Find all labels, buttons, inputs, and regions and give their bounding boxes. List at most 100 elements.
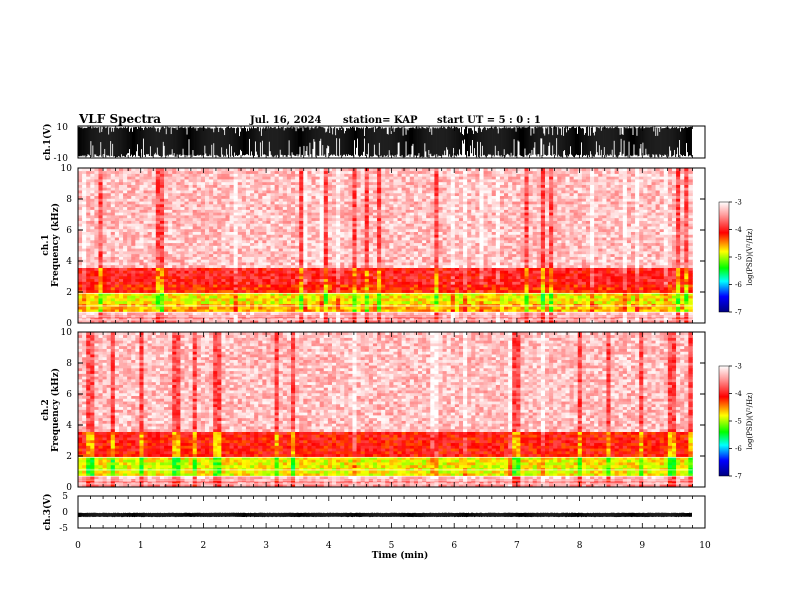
ch1-spec-cell [127,173,132,177]
ch1-spec-cell [139,201,144,205]
ch1-spec-cell [360,192,366,197]
ch1-spec-cell [372,270,378,274]
ch1-spec-cell [229,300,235,304]
ch1-spec-cell [98,251,103,255]
ch1-spec-cell [192,320,198,324]
ch1-spec-cell [356,195,362,199]
ch1-spec-cell [217,289,222,293]
ch1-spec-cell [209,184,214,188]
ch1-spec-cell [323,212,329,216]
ch1-spec-cell [204,168,210,172]
ch1-spec-cell [344,311,349,316]
ch1-spec-cell [368,303,374,307]
ch1-spec-cell [86,245,91,249]
ch1-spec-cell [118,242,124,246]
ch1-spec-cell [94,309,99,313]
ch1-spec-cell [278,184,284,188]
ch1-spec-cell [258,226,263,230]
ch1-spec-cell [131,223,136,227]
ch1-spec-cell [147,273,153,277]
ch1-spec-cell [299,267,304,271]
ch1-spec-cell [213,237,218,241]
ch1-spec-cell [303,226,308,230]
ch1-spec-cell [360,287,366,291]
ch1-spec-cell [278,251,284,255]
ch1-spec-cell [127,251,132,255]
ch1-spec-cell [184,173,189,177]
ch1-spec-cell [336,278,341,282]
ch1-spec-cell [213,311,218,316]
ch1-spec-cell [266,270,271,274]
ch1-spec-cell [229,262,235,266]
ch1-spec-cell [319,195,325,199]
ch1-spec-cell [221,278,226,282]
ch1-spec-cell [250,179,255,183]
ch1-spec-cell [344,184,349,188]
ch1-spec-cell [139,184,144,188]
ch1-spec-cell [221,270,226,274]
ch1-spec-cell [368,264,374,268]
ch1-spec-cell [94,173,99,177]
ch1-spec-cell [184,248,189,252]
ch1-spec-cell [368,309,374,313]
ch1-spec-cell [254,298,259,302]
ch1-spec-cell [245,173,251,177]
ch1-spec-cell [336,317,341,321]
ch1-spec-cell [360,317,366,321]
ch1-spec-cell [221,311,226,316]
ch1-spec-cell [184,284,189,288]
ch1-spec-cell [364,295,370,299]
ch1-spec-cell [303,245,308,249]
ch1-spec-cell [336,173,341,177]
ch1-spec-cell [180,270,185,274]
ch1-spec-cell [327,259,333,263]
ch1-spec-cell [184,195,189,199]
ch1-spec-cell [262,295,267,299]
ch1-spec-cell [110,300,116,304]
ch1-spec-cell [78,273,83,277]
ch1-spec-cell [168,192,173,197]
ch1-spec-cell [237,275,243,280]
ch1-spec-cell [82,306,87,310]
ch1-spec-cell [356,168,362,172]
ch1-spec-cell [94,262,99,266]
ch1-spec-cell [245,284,251,288]
ch1-spec-cell [348,292,353,296]
ch1-spec-cell [274,267,280,271]
ch1-spec-cell [307,278,312,282]
ch1-spec-cell [270,234,275,238]
ch1-spec-cell [209,295,214,299]
ch1-spec-cell [340,273,345,277]
ch1-spec-cell [348,275,353,280]
ch1-spec-cell [360,206,366,210]
ch1-spec-cell [200,309,206,313]
ch1-spec-cell [168,198,173,202]
ch1-spec-cell [381,239,386,244]
ch1-spec-cell [184,242,189,246]
ch1-spec-cell [229,253,235,257]
ch1-spec-cell [295,206,300,210]
ch1-spec-cell [221,264,226,268]
ch1-spec-cell [143,181,148,185]
ch1-spec-cell [385,192,390,197]
ch1-spec-cell [86,192,91,197]
ch1-spec-cell [229,168,235,172]
ch1-spec-cell [389,270,394,274]
ch1-spec-cell [389,231,394,235]
ch1-spec-cell [176,309,181,313]
ch1-spec-cell [159,284,165,288]
ch1-spec-cell [307,270,312,274]
ch1-spec-cell [233,226,239,230]
ch1-spec-cell [143,237,148,241]
ch1-spec-cell [155,187,161,191]
ch1-spec-cell [250,198,255,202]
ch1-spec-cell [233,201,239,205]
ch1-spec-cell [262,195,267,199]
ch1-spec-cell [340,176,345,180]
ch1-spec-cell [258,275,263,280]
ch1-spec-cell [114,284,120,288]
ch1-spec-cell [192,303,198,307]
ch1-spec-cell [151,317,157,321]
ch1-spec-cell [164,275,169,280]
ch1-spec-cell [352,170,357,174]
